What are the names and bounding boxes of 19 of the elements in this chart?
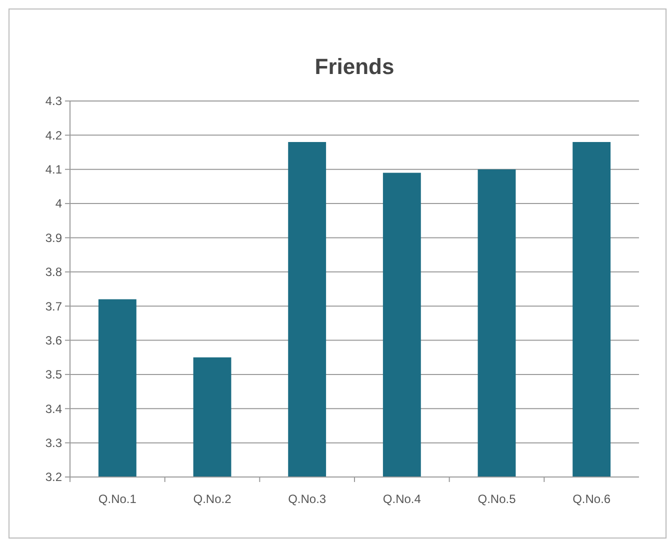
- y-tick-label: 3.6: [45, 333, 62, 348]
- y-tick-label: 3.5: [45, 368, 62, 382]
- x-tick-label: Q.No.1: [98, 492, 137, 506]
- y-tick-label: 4.1: [45, 162, 62, 177]
- y-tick-label: 3.7: [45, 299, 62, 314]
- y-tick-label: 3.8: [45, 265, 62, 280]
- x-tick-label: Q.No.5: [478, 492, 516, 506]
- x-tick-label: Q.No.2: [193, 492, 232, 506]
- x-tick-label: Q.No.6: [572, 492, 611, 506]
- y-tick-label: 4.3: [45, 94, 62, 108]
- y-tick-label: 4.2: [45, 128, 62, 142]
- y-tick-label: 3.3: [45, 436, 62, 450]
- chart-title: Friends: [314, 54, 394, 79]
- y-tick-label: 4: [55, 196, 62, 211]
- x-tick-label: Q.No.3: [288, 492, 326, 506]
- y-tick-label: 3.2: [45, 470, 62, 484]
- y-tick-label: 3.9: [45, 230, 62, 245]
- y-tick-label: 3.4: [45, 402, 62, 416]
- x-tick-label: Q.No.4: [382, 492, 422, 506]
